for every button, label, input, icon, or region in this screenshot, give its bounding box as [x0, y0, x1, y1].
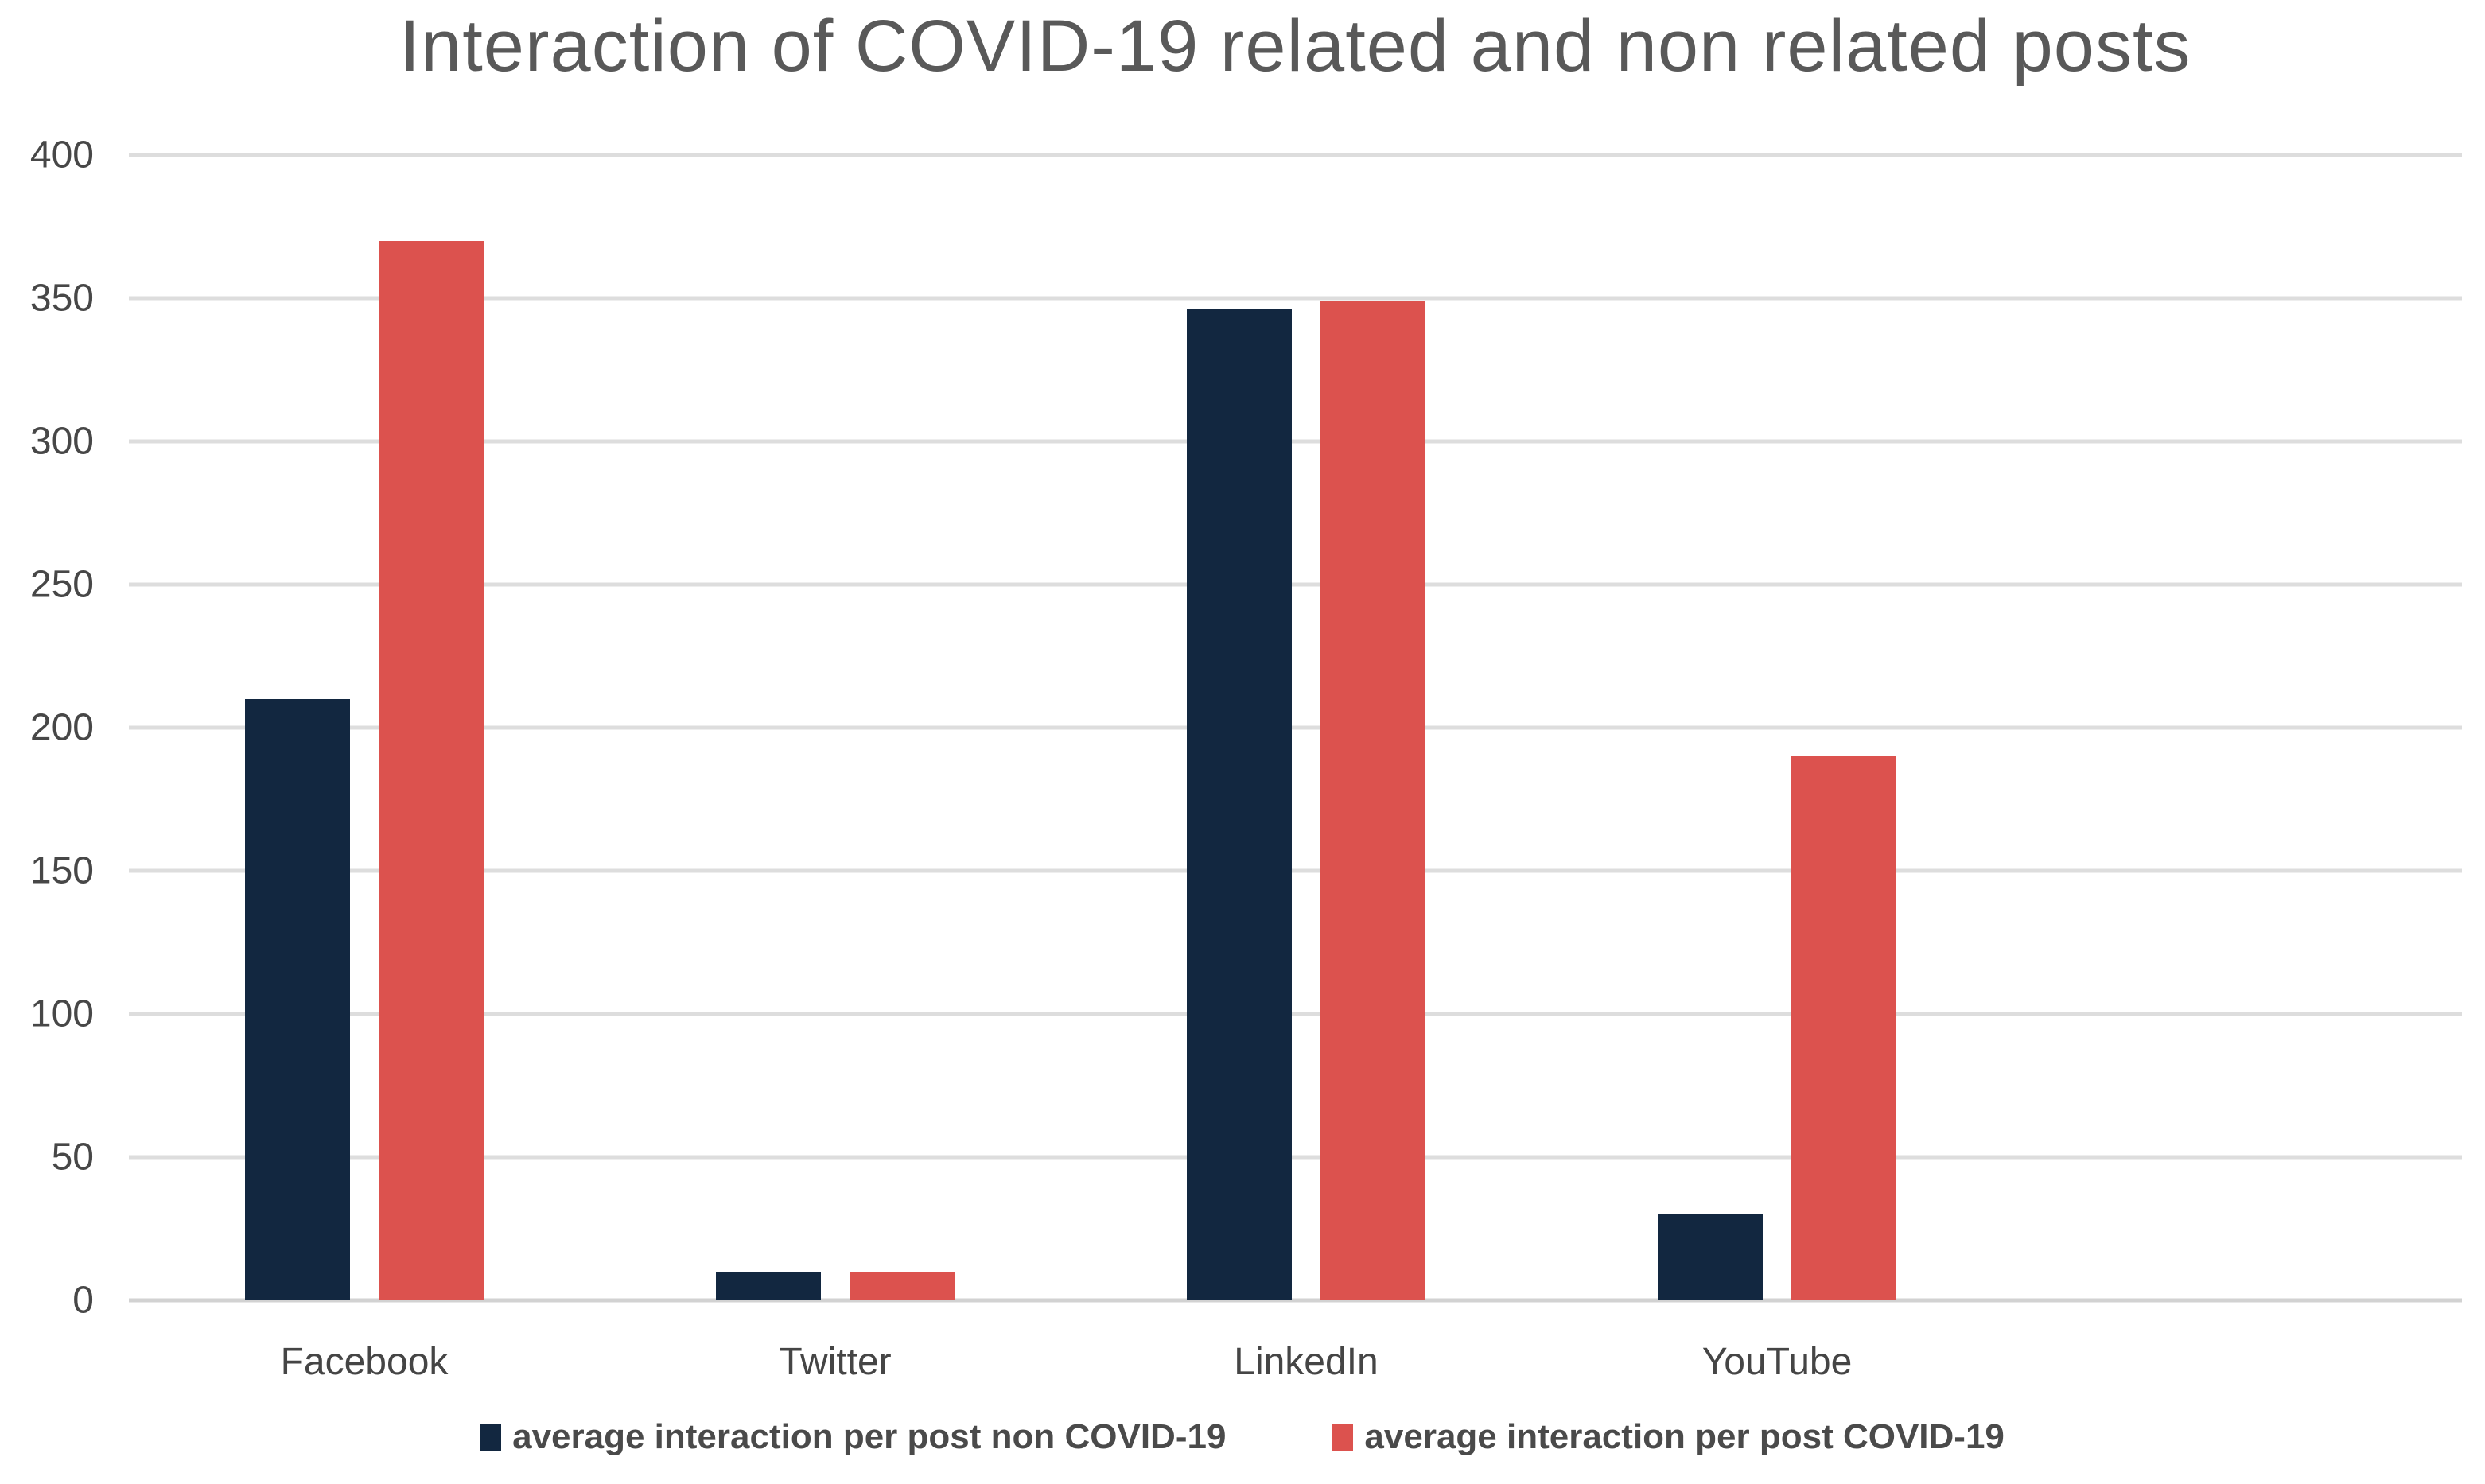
bar-group-facebook: Facebook	[129, 155, 600, 1383]
bars-region: Facebook Twitter LinkedIn YouTube	[129, 155, 2012, 1383]
legend-swatch-icon	[480, 1424, 502, 1451]
y-axis-label-50: 50	[51, 1136, 94, 1179]
gridline-y-100	[129, 1012, 2462, 1016]
bar-twitter-series-1	[716, 1272, 821, 1300]
x-axis-label-twitter: Twitter	[779, 1341, 892, 1383]
bar-facebook-series-1	[245, 699, 350, 1300]
legend-label: average interaction per post COVID-19	[1364, 1417, 2005, 1456]
legend-item-2: average interaction per post COVID-19	[1332, 1417, 2005, 1457]
bar-twitter-series-2	[850, 1272, 955, 1300]
x-axis-label-youtube: YouTube	[1701, 1341, 1853, 1383]
legend-label: average interaction per post non COVID-1…	[512, 1417, 1227, 1456]
y-axis-tick-labels: 400 350 300 250 200 150 100 50 0	[0, 134, 94, 1322]
gridline-y-200	[129, 725, 2462, 730]
plot-area: Facebook Twitter LinkedIn YouTube	[129, 153, 2462, 1383]
y-axis-label-200: 200	[29, 706, 94, 749]
gridline-y-250	[129, 582, 2462, 587]
bar-facebook-series-2	[379, 241, 484, 1300]
x-axis-label-linkedin: LinkedIn	[1234, 1341, 1379, 1383]
bar-youtube-series-1	[1658, 1214, 1763, 1300]
bar-group-twitter: Twitter	[600, 155, 1071, 1383]
bar-group-youtube: YouTube	[1542, 155, 2012, 1383]
gridline-y-350	[129, 296, 2462, 301]
y-axis-label-300: 300	[29, 420, 94, 463]
gridline-y-300	[129, 439, 2462, 444]
bar-youtube-series-2	[1791, 756, 1896, 1300]
y-axis-label-100: 100	[29, 993, 94, 1035]
x-axis-label-facebook: Facebook	[280, 1341, 449, 1383]
gridline-y-50	[129, 1155, 2462, 1160]
y-axis-label-400: 400	[29, 134, 94, 177]
y-axis-label-250: 250	[29, 563, 94, 606]
bar-linkedin-series-1	[1187, 309, 1292, 1300]
y-axis-label-350: 350	[29, 277, 94, 320]
bar-group-linkedin: LinkedIn	[1071, 155, 1542, 1383]
gridline-y-400	[129, 153, 2462, 157]
legend-swatch-icon	[1332, 1424, 1354, 1451]
gridline-y-150	[129, 868, 2462, 873]
chart-title: Interaction of COVID-19 related and non …	[399, 6, 2191, 87]
bar-linkedin-series-2	[1320, 301, 1425, 1300]
legend-item-1: average interaction per post non COVID-1…	[480, 1417, 1226, 1457]
y-axis-label-0: 0	[72, 1279, 94, 1322]
y-axis-label-150: 150	[29, 849, 94, 892]
gridline-y-0	[129, 1298, 2462, 1303]
legend: average interaction per post non COVID-1…	[0, 1417, 2485, 1457]
